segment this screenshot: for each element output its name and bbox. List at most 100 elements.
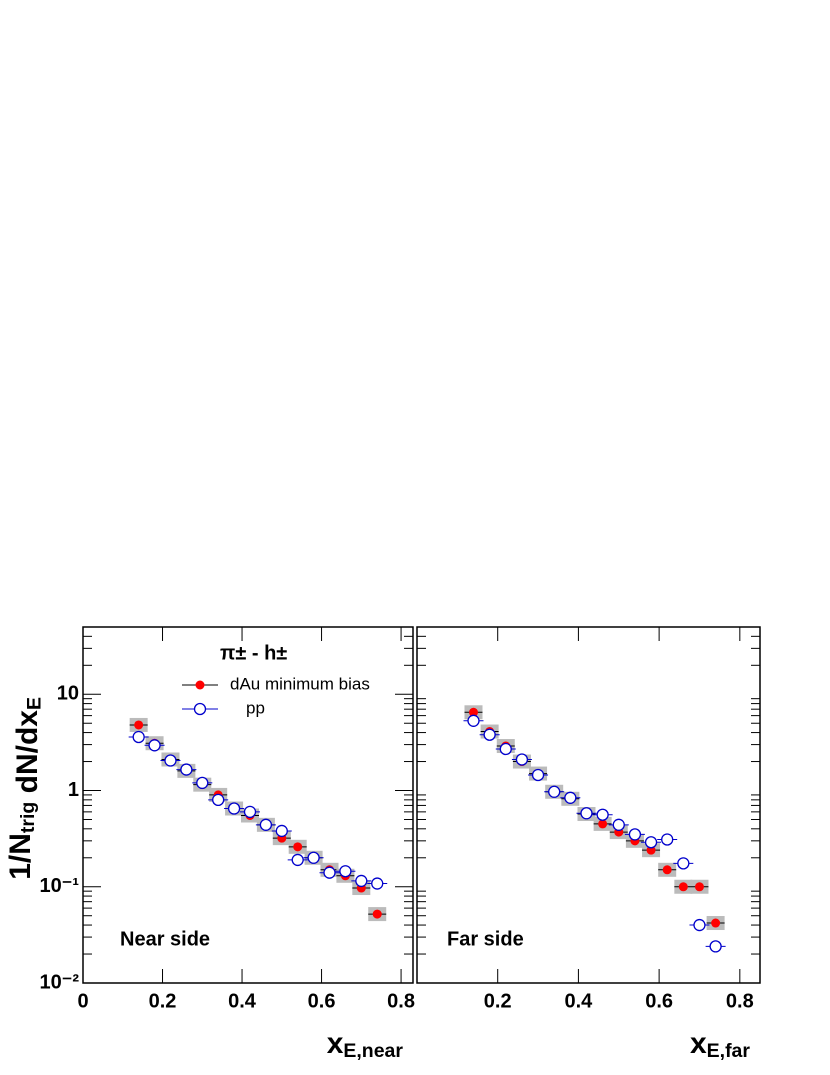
data-point [658,862,677,877]
data-point [239,805,260,819]
data-point [463,714,484,727]
x-tick-label: 0.4 [228,990,257,1012]
y-tick-label: 10⁻² [40,971,80,993]
marker [678,882,688,892]
data-point [129,717,148,732]
data-point [319,866,340,879]
marker [164,754,177,767]
x-tick-label: 0.8 [726,990,754,1012]
x-tick-label: 0.2 [484,990,512,1012]
data-point [176,763,197,776]
marker [307,851,320,864]
marker [548,785,561,798]
legend-title: π± - h± [220,642,287,664]
marker [483,728,496,741]
legend-label: pp [246,698,265,717]
data-point [706,916,725,931]
marker [644,836,658,849]
data-point [511,753,532,766]
y-tick-label: 10⁻¹ [40,875,80,897]
marker [212,793,225,806]
x-tick-label: 0.2 [149,990,177,1012]
marker [661,833,674,846]
data-point [560,791,581,804]
legend-marker [193,702,207,716]
marker [662,865,672,875]
x-tick-label: 0.8 [387,990,415,1012]
marker [531,768,545,782]
data-point [144,739,165,752]
marker [275,824,288,838]
data-point [335,865,356,878]
marker [180,763,193,776]
marker [323,866,336,879]
legend-label: dAu minimum bias [230,674,370,693]
data-point [255,818,276,831]
marker [499,742,512,756]
marker [468,707,478,717]
x-axis-title: xE,far [690,1027,750,1062]
data-point [479,728,500,741]
marker [709,940,722,953]
y-tick-label: 1 [68,779,79,801]
marker [467,714,480,727]
panel-label: Near side [120,928,210,950]
data-point [657,833,678,846]
marker [596,808,609,821]
marker [564,791,577,804]
marker [293,842,303,852]
data-point [641,836,662,849]
marker [372,909,382,919]
marker [243,805,257,819]
data-point [705,940,726,953]
data-point [208,793,229,806]
y-axis-title: 1/Ntrig dN/dxE [4,697,46,880]
marker [339,865,352,878]
marker [693,918,706,932]
data-point [271,824,292,838]
marker [355,874,368,888]
marker [227,802,241,815]
data-point [128,730,149,744]
marker [694,882,704,892]
marker [677,857,690,870]
data-point [528,768,549,782]
marker [148,739,161,752]
data-point [544,785,565,798]
data-point [192,776,213,790]
data-point [593,816,612,831]
panel-label: Far side [447,928,524,950]
data-point [674,879,693,894]
data-point [624,828,645,841]
data-point [287,853,308,867]
data-point [690,879,709,894]
data-point [224,802,245,815]
x-axis-title: xE,near [327,1027,404,1062]
marker [196,776,209,790]
y-tick-label: 10 [57,683,79,705]
marker [580,807,593,820]
data-point [368,907,387,922]
data-point [160,754,181,767]
marker [515,753,529,766]
marker [259,818,273,831]
data-point [689,918,710,932]
legend-marker [195,680,205,690]
data-point [673,857,694,870]
x-tick-label: 0.4 [565,990,594,1012]
marker [132,730,145,744]
marker [711,918,721,928]
x-tick-label: 0 [77,990,88,1012]
data-point [303,851,324,864]
x-tick-label: 0.6 [645,990,673,1012]
marker [612,818,625,831]
marker [134,720,144,730]
data-point [367,877,388,890]
data-point [608,818,629,831]
marker [598,819,608,829]
marker [371,877,384,890]
marker [291,853,304,867]
data-point [592,808,613,821]
data-point [576,807,597,820]
